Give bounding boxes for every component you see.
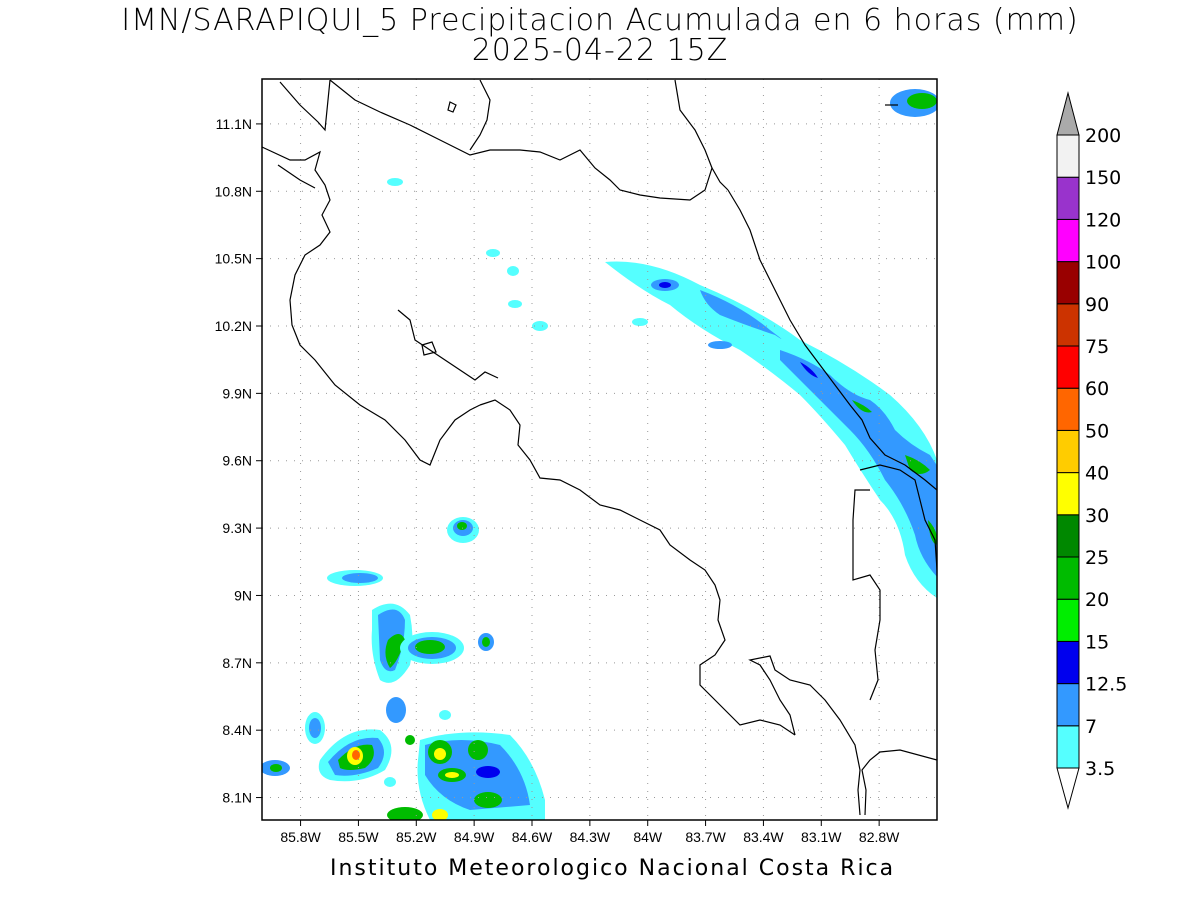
colorbar-label: 75	[1085, 336, 1109, 358]
colorbar-swatch	[1056, 345, 1080, 389]
y-tick-label: 8.7N	[222, 655, 252, 671]
coastline	[262, 79, 937, 816]
colorbar-swatch	[1056, 598, 1080, 642]
map-grid	[262, 79, 937, 820]
y-tick-label: 10.8N	[215, 183, 252, 199]
colorbar-swatch	[1056, 683, 1080, 727]
colorbar-swatch	[1056, 514, 1080, 558]
colorbar-swatch	[1056, 429, 1080, 474]
x-axis-ticks: 85.8W 85.5W 85.2W 84.9W 84.6W 84.3W 84W 83.7W 83…	[280, 820, 900, 845]
y-tick-label: 11.1N	[216, 116, 252, 132]
colorbar-swatch	[1056, 387, 1080, 431]
colorbar-label: 40	[1085, 463, 1109, 485]
colorbar-label: 30	[1085, 505, 1109, 527]
x-tick-label: 84.9W	[454, 829, 495, 845]
colorbar-swatch	[1056, 725, 1080, 769]
colorbar: 3.5 7 12.5 15 20 25 30 40 50 60 75 90 100 120 150 200	[1056, 91, 1127, 810]
precipitation-field	[262, 89, 937, 820]
colorbar-label: 90	[1085, 294, 1109, 316]
colorbar-swatch	[1056, 134, 1080, 178]
colorbar-swatch	[1056, 556, 1080, 600]
y-tick-label: 10.2N	[215, 318, 252, 334]
colorbar-label: 100	[1085, 252, 1121, 274]
colorbar-swatch	[1056, 640, 1080, 685]
colorbar-label: 120	[1085, 209, 1121, 231]
y-tick-label: 9N	[234, 587, 252, 603]
colorbar-label: 200	[1085, 125, 1121, 147]
colorbar-label: 25	[1085, 547, 1109, 569]
x-tick-label: 83.4W	[743, 829, 784, 845]
x-tick-label: 85.5W	[338, 829, 379, 845]
x-tick-label: 85.8W	[280, 829, 321, 845]
x-tick-label: 84.3W	[570, 829, 611, 845]
y-tick-label: 9.3N	[222, 520, 252, 536]
colorbar-label: 15	[1085, 631, 1109, 653]
colorbar-label: 20	[1085, 589, 1109, 611]
colorbar-swatch	[1056, 218, 1080, 263]
x-tick-label: 83.7W	[685, 829, 726, 845]
x-tick-label: 84W	[633, 829, 663, 845]
colorbar-under-triangle	[1056, 767, 1080, 810]
y-tick-label: 9.6N	[222, 453, 252, 469]
x-tick-label: 84.6W	[512, 829, 553, 845]
y-tick-label: 8.1N	[222, 790, 252, 806]
colorbar-label: 7	[1085, 716, 1097, 738]
colorbar-label: 50	[1085, 420, 1109, 442]
x-tick-label: 82.8W	[859, 829, 900, 845]
map-title: IMN/SARAPIQUI_5 Precipitacion Acumulada …	[121, 3, 1079, 38]
colorbar-label: 3.5	[1085, 758, 1115, 780]
colorbar-label: 12.5	[1085, 674, 1127, 696]
colorbar-swatch	[1056, 176, 1080, 220]
colorbar-swatch	[1056, 472, 1080, 516]
map-valid-time: 2025-04-22 15Z	[471, 33, 729, 68]
colorbar-over-triangle	[1056, 91, 1080, 136]
colorbar-label: 60	[1085, 378, 1109, 400]
colorbar-swatch	[1056, 261, 1080, 305]
footer-credit: Instituto Meteorologico Nacional Costa R…	[330, 856, 896, 881]
colorbar-swatch	[1056, 303, 1080, 347]
x-tick-label: 83.1W	[801, 829, 842, 845]
y-axis-ticks: 11.1N 10.8N 10.5N 10.2N 9.9N 9.6N 9.3N 9N 8.7N 8.…	[215, 116, 262, 806]
colorbar-label: 150	[1085, 167, 1121, 189]
plot-frame	[261, 78, 938, 821]
x-tick-label: 85.2W	[396, 829, 437, 845]
y-tick-label: 9.9N	[222, 385, 252, 401]
y-tick-label: 10.5N	[215, 251, 252, 267]
y-tick-label: 8.4N	[222, 722, 252, 738]
